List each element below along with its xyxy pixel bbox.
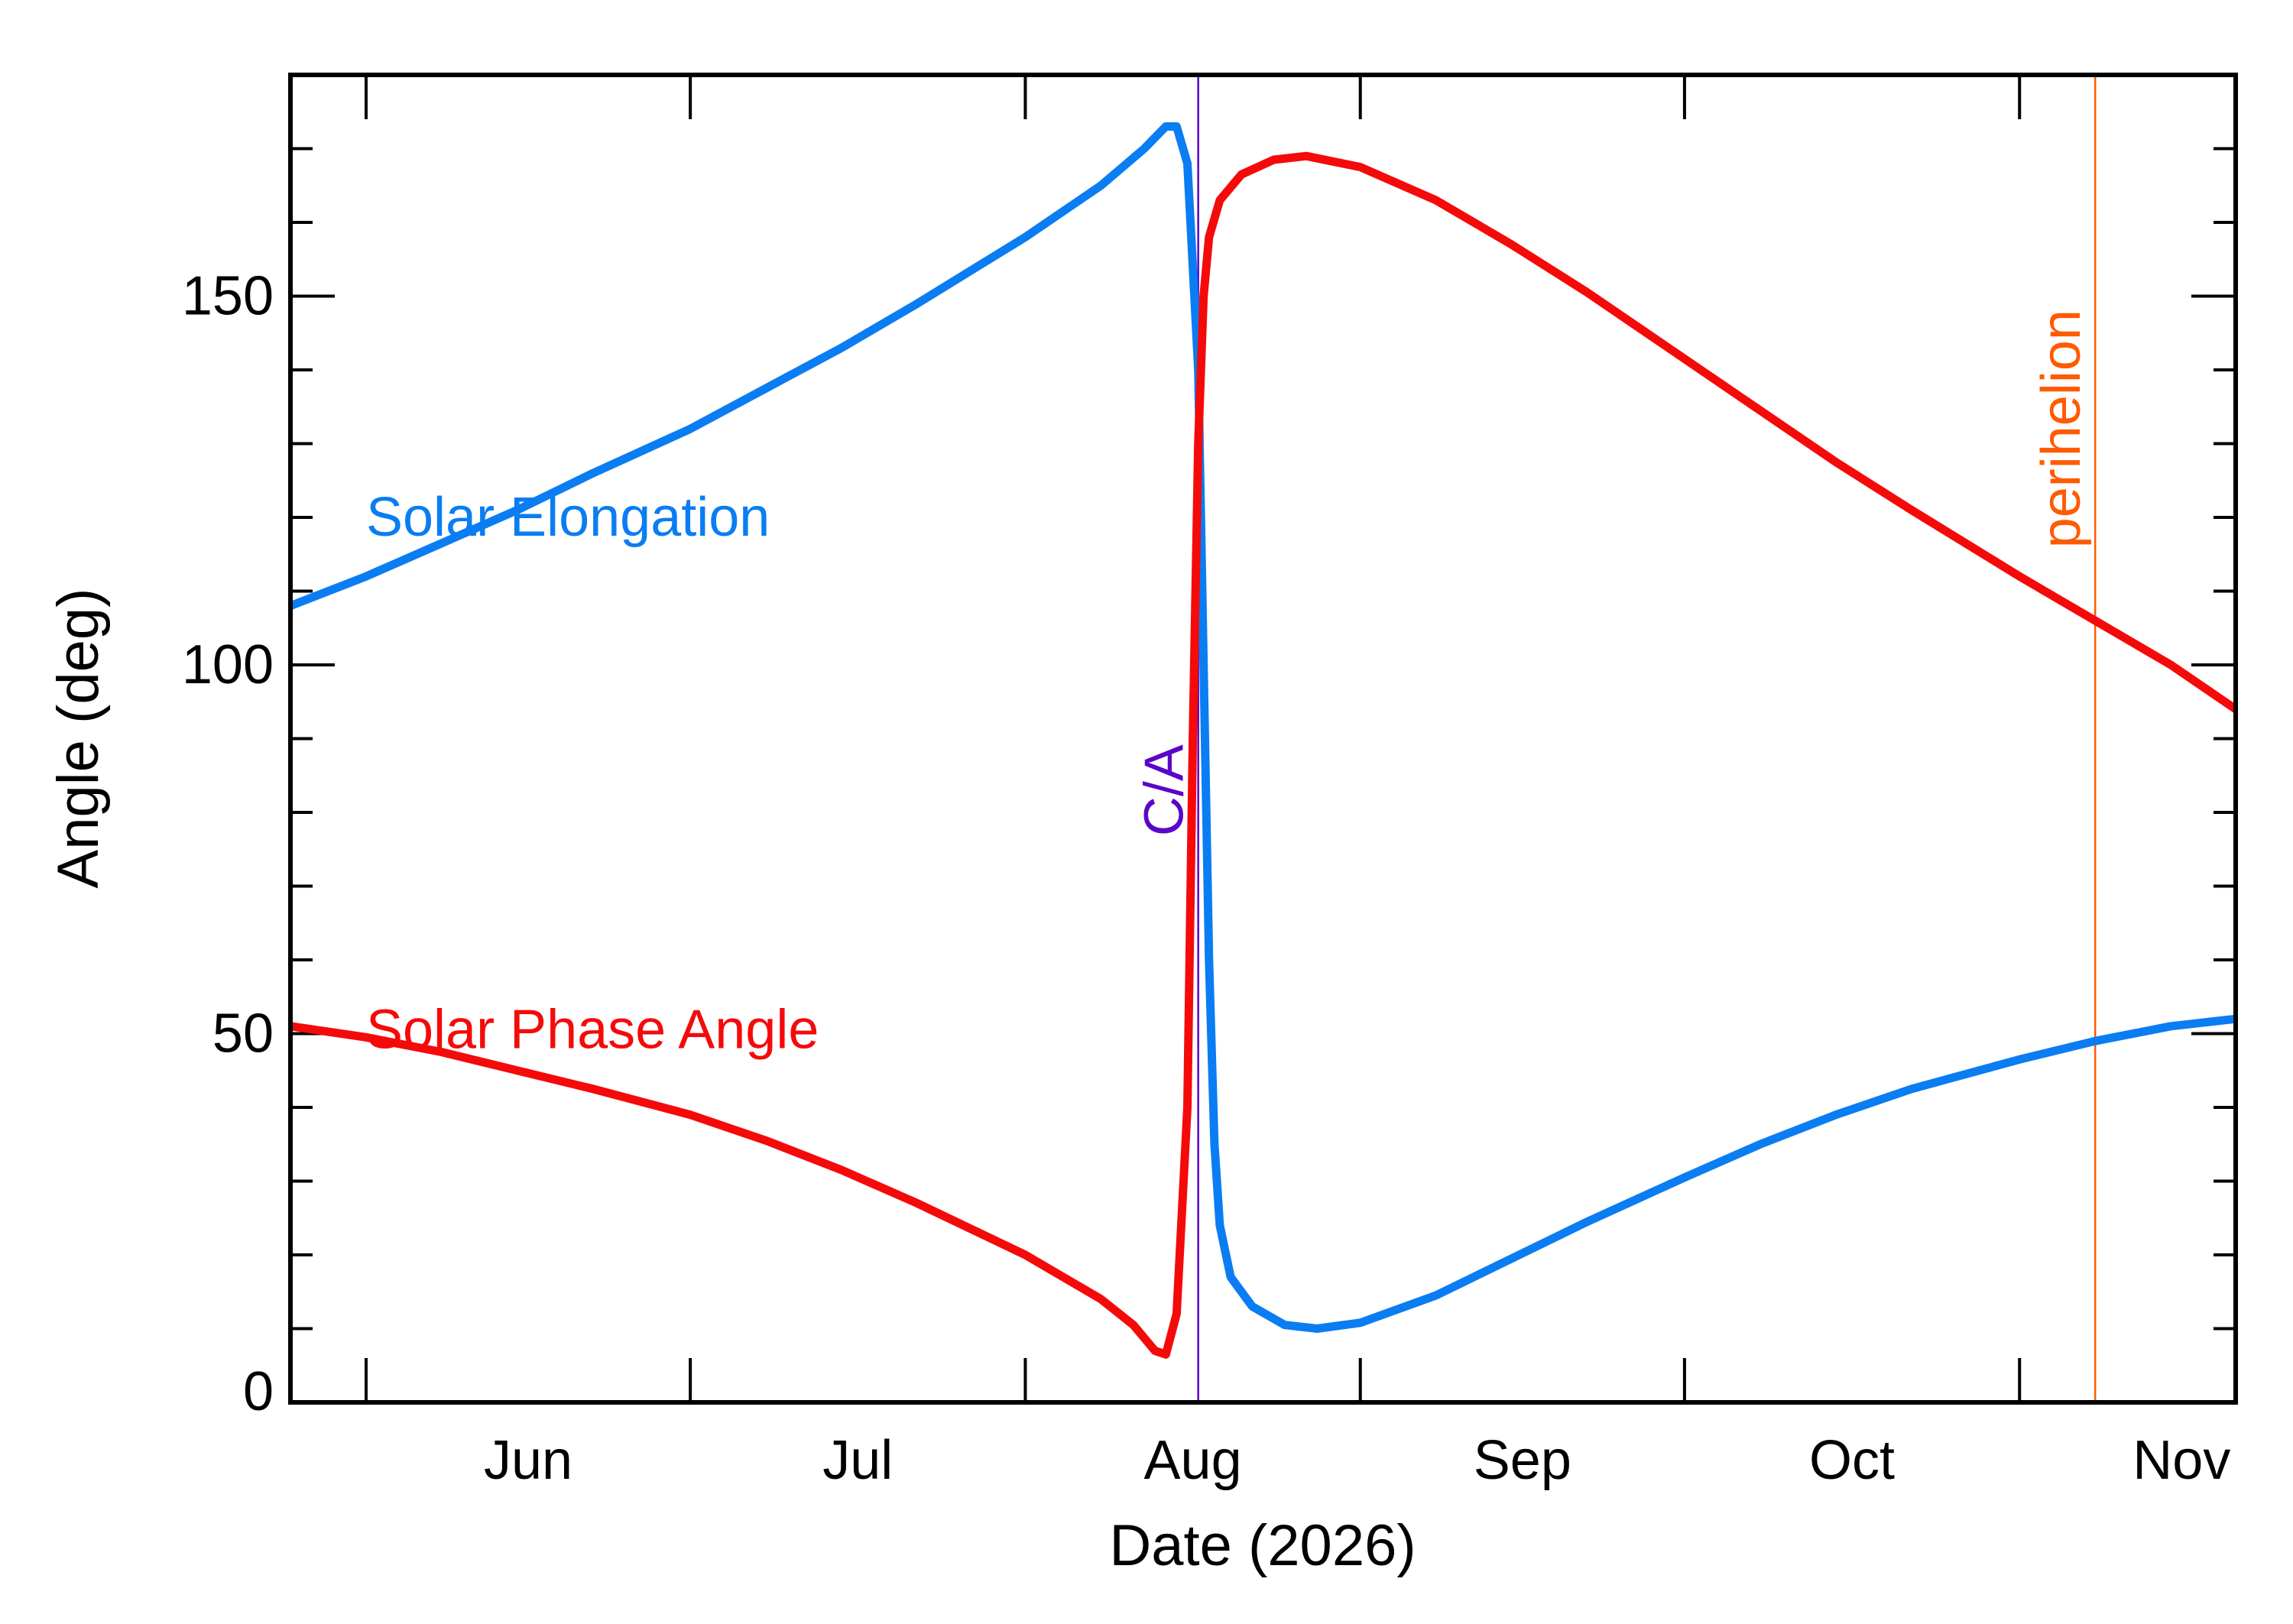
x-tick-label: Sep bbox=[1474, 1430, 1571, 1491]
x-tick-label: Aug bbox=[1144, 1430, 1242, 1491]
y-tick-label: 50 bbox=[212, 1003, 274, 1065]
y-tick-label: 150 bbox=[182, 266, 274, 327]
y-axis-label: Angle (deg) bbox=[46, 588, 111, 889]
y-tick-label: 0 bbox=[243, 1361, 274, 1422]
x-tick-label: Oct bbox=[1809, 1430, 1895, 1491]
series-line bbox=[289, 122, 2236, 1333]
series-labels: Solar Elongation Solar Phase Angle bbox=[366, 487, 819, 1061]
series-label: Solar Phase Angle bbox=[366, 1000, 819, 1061]
event-markers: C/A perihelion bbox=[1134, 75, 2097, 1402]
y-tick-label: 100 bbox=[182, 634, 274, 695]
x-tick-label: Jul bbox=[822, 1430, 893, 1491]
tick-labels: 0 50 100 150 Jun Jul Aug Sep Oct Nov bbox=[182, 266, 2230, 1492]
axis-ticks bbox=[290, 75, 2236, 1404]
x-axis-label: Date (2026) bbox=[1109, 1513, 1416, 1578]
series-line bbox=[290, 151, 2239, 1359]
event-label: C/A bbox=[1134, 744, 1195, 836]
event-label: perihelion bbox=[2031, 310, 2092, 548]
series-label: Solar Elongation bbox=[366, 487, 770, 548]
plot-frame bbox=[288, 73, 2238, 1405]
x-tick-label: Nov bbox=[2132, 1430, 2230, 1491]
x-tick-label: Jun bbox=[484, 1430, 572, 1491]
data-series bbox=[289, 122, 2239, 1359]
